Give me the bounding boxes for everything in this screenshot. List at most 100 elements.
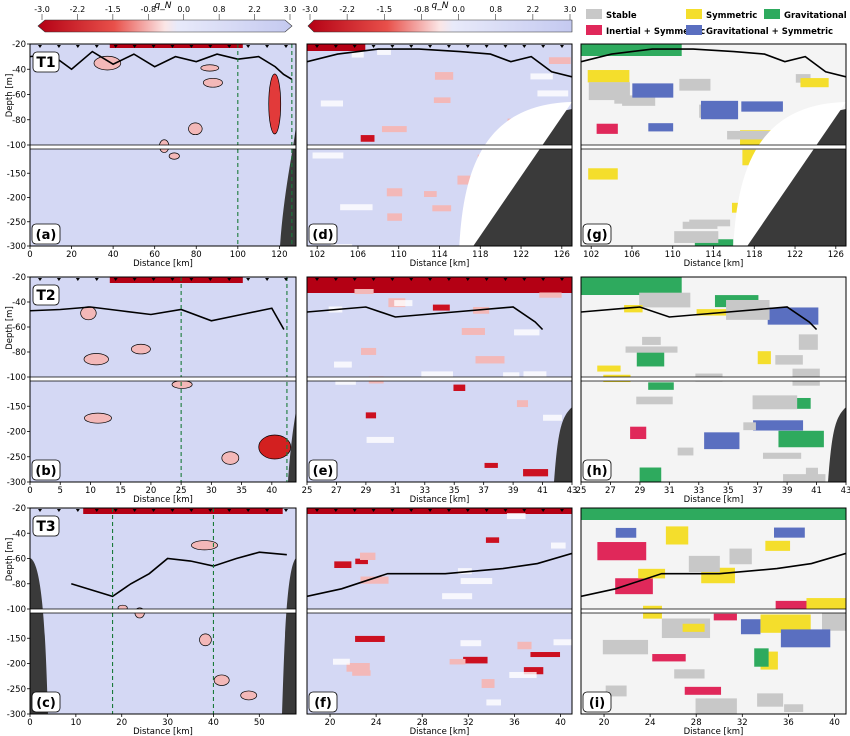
panel-frame: [29, 276, 297, 483]
negative-cell: [463, 656, 488, 664]
class-cell: [587, 70, 630, 83]
class-cell: [729, 548, 752, 565]
x-tick-label: 122: [513, 250, 529, 260]
class-cell: [605, 685, 627, 697]
station-marker: [333, 509, 338, 512]
station-marker: [503, 278, 508, 281]
axis-break: [307, 377, 572, 381]
station-marker: [333, 278, 338, 281]
class-cell: [762, 452, 802, 459]
y-tick-label: -300: [7, 710, 26, 720]
x-tick-label: 15: [115, 486, 126, 496]
negative-cell: [381, 126, 407, 133]
class-cell: [597, 542, 647, 561]
y-tick-label: -250: [7, 218, 26, 228]
legend-swatch: [586, 9, 602, 19]
negative-cell: [432, 304, 450, 311]
colorbar-tick-label: -2.2: [339, 5, 355, 14]
negative-cell: [360, 135, 375, 142]
class-cell: [597, 365, 621, 372]
axis-break: [30, 145, 296, 149]
neutral-cell: [543, 414, 562, 421]
negative-cell: [355, 558, 368, 565]
class-cell: [798, 334, 818, 350]
x-axis-label: Distance [km]: [684, 727, 744, 736]
x-tick-label: 29: [360, 486, 371, 496]
negative-patch: [93, 55, 122, 71]
x-axis-label: Distance [km]: [410, 259, 470, 269]
panel-label-box: [582, 691, 612, 713]
station-marker: [94, 278, 99, 281]
x-tick-label: 60: [149, 250, 160, 260]
x-tick-label: 25: [302, 486, 313, 496]
panel-label: (c): [36, 696, 56, 711]
negative-cell: [355, 635, 385, 642]
negative-patch: [258, 434, 292, 460]
panel-label-box: [308, 691, 338, 713]
station-marker: [522, 278, 527, 281]
negative-patch: [191, 540, 218, 551]
colorbar-2-symbol: q_N: [432, 1, 449, 11]
mixed-layer-line: [307, 306, 544, 331]
x-axis-label: Distance [km]: [133, 495, 193, 505]
class-cell: [696, 309, 729, 316]
x-tick-label: 25: [176, 486, 187, 496]
panel-label: (h): [586, 464, 607, 479]
x-tick-label: 30: [162, 718, 173, 728]
neutral-cell: [330, 244, 353, 246]
negative-patch: [83, 353, 109, 366]
negative-cell: [530, 652, 561, 658]
negative-patch: [80, 306, 97, 321]
class-cell: [602, 639, 649, 655]
x-tick-label: 28: [417, 718, 428, 728]
station-marker: [428, 45, 433, 48]
x-tick-label: 39: [782, 486, 793, 496]
neutral-cell: [460, 578, 493, 585]
y-tick-label: -100: [7, 373, 26, 383]
x-tick-label: 40: [829, 718, 840, 728]
negative-patch: [202, 77, 223, 88]
station-marker: [428, 278, 433, 281]
class-cell: [581, 508, 846, 520]
station-marker: [333, 45, 338, 48]
x-tick-label: 118: [472, 250, 488, 260]
negative-patch: [268, 73, 282, 135]
topography: [282, 558, 296, 714]
x-tick-label: 0: [27, 718, 32, 728]
station-marker: [113, 45, 118, 48]
station-marker: [94, 45, 99, 48]
station-marker: [189, 509, 194, 512]
station-marker: [75, 278, 80, 281]
station-marker: [390, 278, 395, 281]
station-marker: [428, 509, 433, 512]
station-marker: [352, 278, 357, 281]
x-tick-label: 27: [331, 486, 342, 496]
neutral-cell: [335, 378, 356, 385]
y-tick-label: -80: [12, 580, 26, 590]
station-marker: [465, 278, 470, 281]
x-axis-label: Distance [km]: [684, 259, 744, 269]
negative-cell: [359, 552, 376, 560]
negative-cell: [434, 72, 454, 80]
x-tick-label: 110: [665, 250, 681, 260]
station-marker: [352, 509, 357, 512]
colorbar-1: q_N -3.0 -2.2 -1.5 -0.8 0.0 0.8 2.2 3.0: [34, 1, 296, 33]
mixed-layer-line: [307, 48, 572, 78]
y-tick-label: -100: [7, 605, 26, 615]
legend-label: Inertial + Symmetric: [606, 27, 705, 37]
panel-label: (i): [589, 696, 605, 711]
neutral-cell: [320, 100, 343, 107]
panel-label-box: [582, 223, 612, 245]
colorbar-tick-label: -2.2: [70, 5, 86, 14]
neutral-cell: [421, 371, 453, 378]
negative-patch: [109, 277, 243, 283]
panel-frame: [29, 507, 297, 715]
x-tick-label: 30: [206, 486, 217, 496]
mixed-layer-line: [307, 552, 572, 598]
class-cell: [688, 555, 720, 573]
class-cell: [588, 168, 618, 180]
class-cell: [679, 78, 711, 91]
station-marker: [38, 45, 42, 48]
